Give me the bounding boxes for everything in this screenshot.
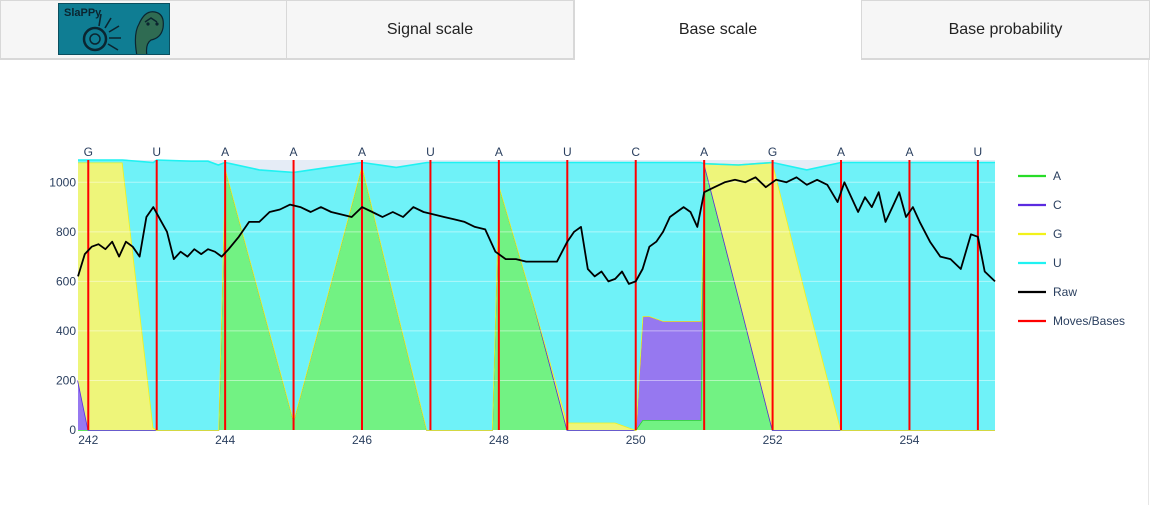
tab-bar: SlaPPy Signal scale Base scale Base prob… bbox=[0, 0, 1150, 60]
logo-graphic bbox=[82, 11, 164, 54]
tab-signal-scale-label: Signal scale bbox=[386, 20, 474, 38]
moves-lines bbox=[87, 160, 979, 430]
base-letter: A bbox=[837, 145, 845, 159]
page-edge bbox=[1148, 60, 1149, 505]
tab-base-probability-label: Base probability bbox=[948, 20, 1063, 38]
line-c bbox=[77, 163, 995, 431]
tab-logo[interactable]: SlaPPy bbox=[0, 0, 287, 59]
plot-background bbox=[78, 160, 995, 430]
base-letter: U bbox=[974, 145, 983, 159]
area-a bbox=[78, 163, 995, 430]
line-g bbox=[78, 161, 995, 432]
base-letter: A bbox=[905, 145, 913, 159]
slappy-logo: SlaPPy bbox=[58, 3, 170, 55]
y-tick-label: 1000 bbox=[49, 175, 76, 189]
line-u bbox=[78, 159, 995, 174]
x-tick-label: 242 bbox=[78, 433, 98, 447]
y-tick-label: 400 bbox=[56, 324, 76, 338]
tab-base-scale-label: Base scale bbox=[678, 21, 758, 38]
y-tick-label: 600 bbox=[56, 274, 76, 288]
plot-area bbox=[78, 160, 995, 430]
legend-label: U bbox=[1053, 256, 1062, 270]
raw-signal bbox=[77, 176, 996, 285]
y-axis: 0 200 400 600 800 1000 bbox=[49, 175, 76, 437]
y-tick-label: 200 bbox=[56, 373, 76, 387]
tab-divider-right bbox=[861, 59, 1150, 60]
area-c bbox=[78, 163, 995, 430]
legend-label: A bbox=[1053, 169, 1061, 183]
base-letter: C bbox=[631, 145, 640, 159]
legend-label: G bbox=[1053, 227, 1062, 241]
base-letter: A bbox=[290, 145, 298, 159]
base-letter: U bbox=[563, 145, 572, 159]
base-letter: A bbox=[700, 145, 708, 159]
x-tick-label: 250 bbox=[626, 433, 646, 447]
base-letter: G bbox=[84, 145, 93, 159]
y-tick-label: 0 bbox=[69, 423, 76, 437]
legend-label: Moves/Bases bbox=[1053, 314, 1125, 328]
x-tick-label: 244 bbox=[215, 433, 235, 447]
x-axis: 242 244 246 248 250 252 254 bbox=[78, 433, 920, 447]
legend: A C G U Raw Moves/Bases bbox=[1018, 169, 1125, 328]
logo-text: SlaPPy bbox=[64, 7, 102, 19]
legend-label: C bbox=[1053, 198, 1062, 212]
base-letter: A bbox=[358, 145, 366, 159]
probability-areas bbox=[77, 159, 995, 432]
y-tick-label: 800 bbox=[56, 225, 76, 239]
x-tick-label: 246 bbox=[352, 433, 372, 447]
base-letter: A bbox=[495, 145, 503, 159]
base-letter: G bbox=[768, 145, 777, 159]
tab-divider-left bbox=[0, 59, 574, 60]
area-u bbox=[78, 160, 995, 430]
base-letter: U bbox=[426, 145, 435, 159]
x-tick-label: 254 bbox=[899, 433, 919, 447]
tab-base-probability[interactable]: Base probability bbox=[861, 0, 1150, 59]
gridlines bbox=[78, 181, 995, 381]
area-g bbox=[78, 162, 995, 430]
base-letter: A bbox=[221, 145, 229, 159]
x-tick-label: 248 bbox=[489, 433, 509, 447]
legend-label: Raw bbox=[1053, 285, 1077, 299]
raw-line bbox=[77, 176, 996, 285]
line-a bbox=[78, 163, 995, 431]
base-letter: U bbox=[152, 145, 161, 159]
x-tick-label: 252 bbox=[763, 433, 783, 447]
tab-signal-scale[interactable]: Signal scale bbox=[286, 0, 574, 59]
tab-base-scale[interactable]: Base scale bbox=[574, 0, 862, 60]
